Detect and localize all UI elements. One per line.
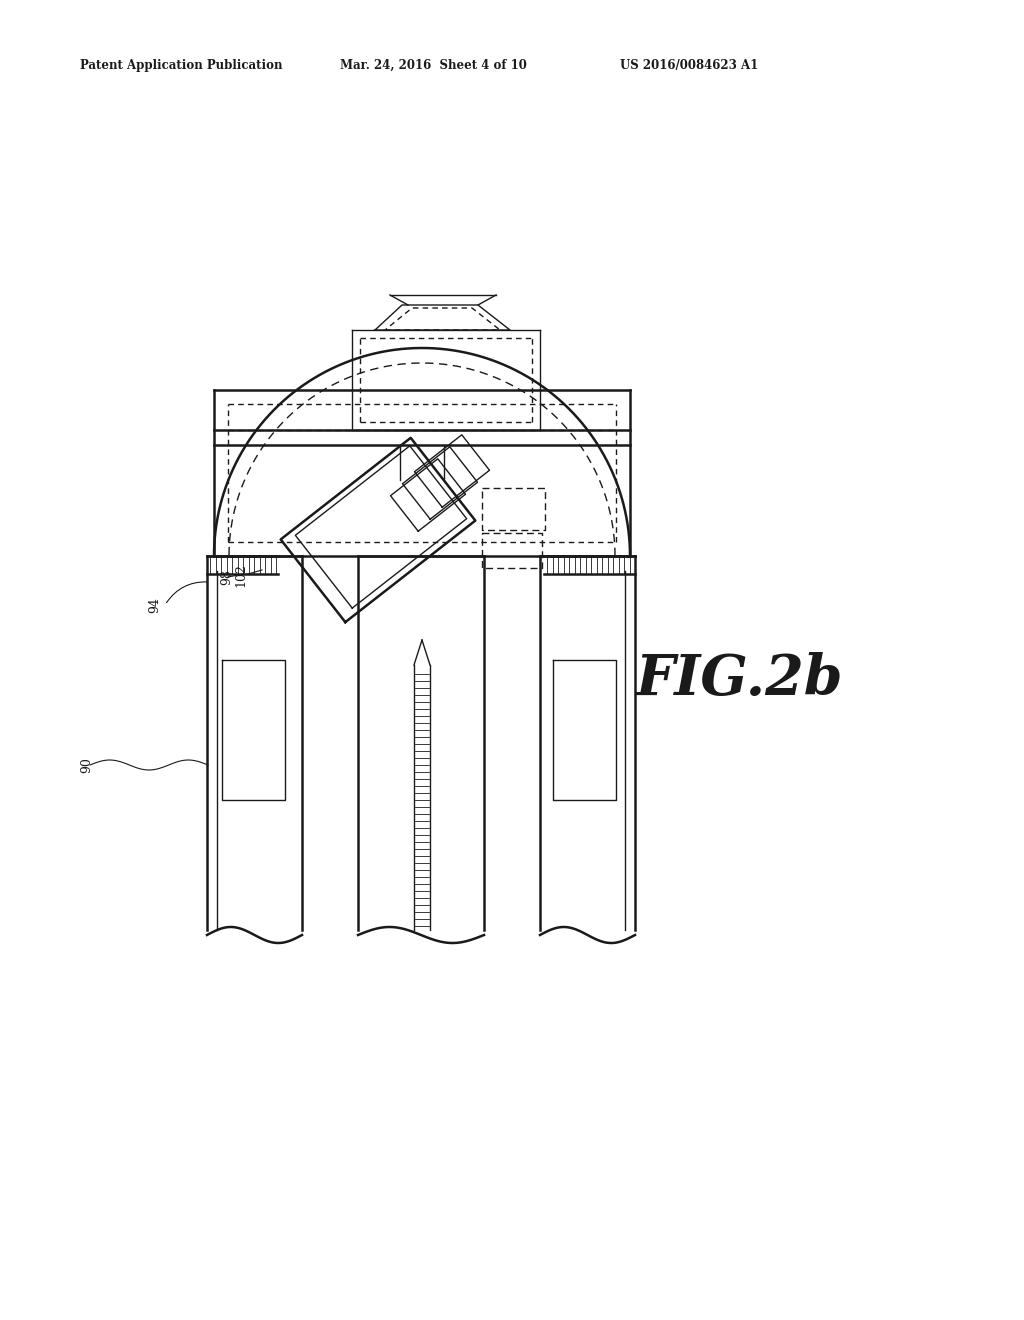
Text: US 2016/0084623 A1: US 2016/0084623 A1: [620, 58, 758, 71]
Text: 90: 90: [80, 758, 93, 774]
Text: Mar. 24, 2016  Sheet 4 of 10: Mar. 24, 2016 Sheet 4 of 10: [340, 58, 527, 71]
Text: 98: 98: [220, 569, 233, 585]
Text: FIG.2b: FIG.2b: [635, 652, 843, 708]
Text: 94: 94: [148, 597, 161, 612]
Text: 102: 102: [234, 564, 247, 587]
Text: Patent Application Publication: Patent Application Publication: [80, 58, 283, 71]
